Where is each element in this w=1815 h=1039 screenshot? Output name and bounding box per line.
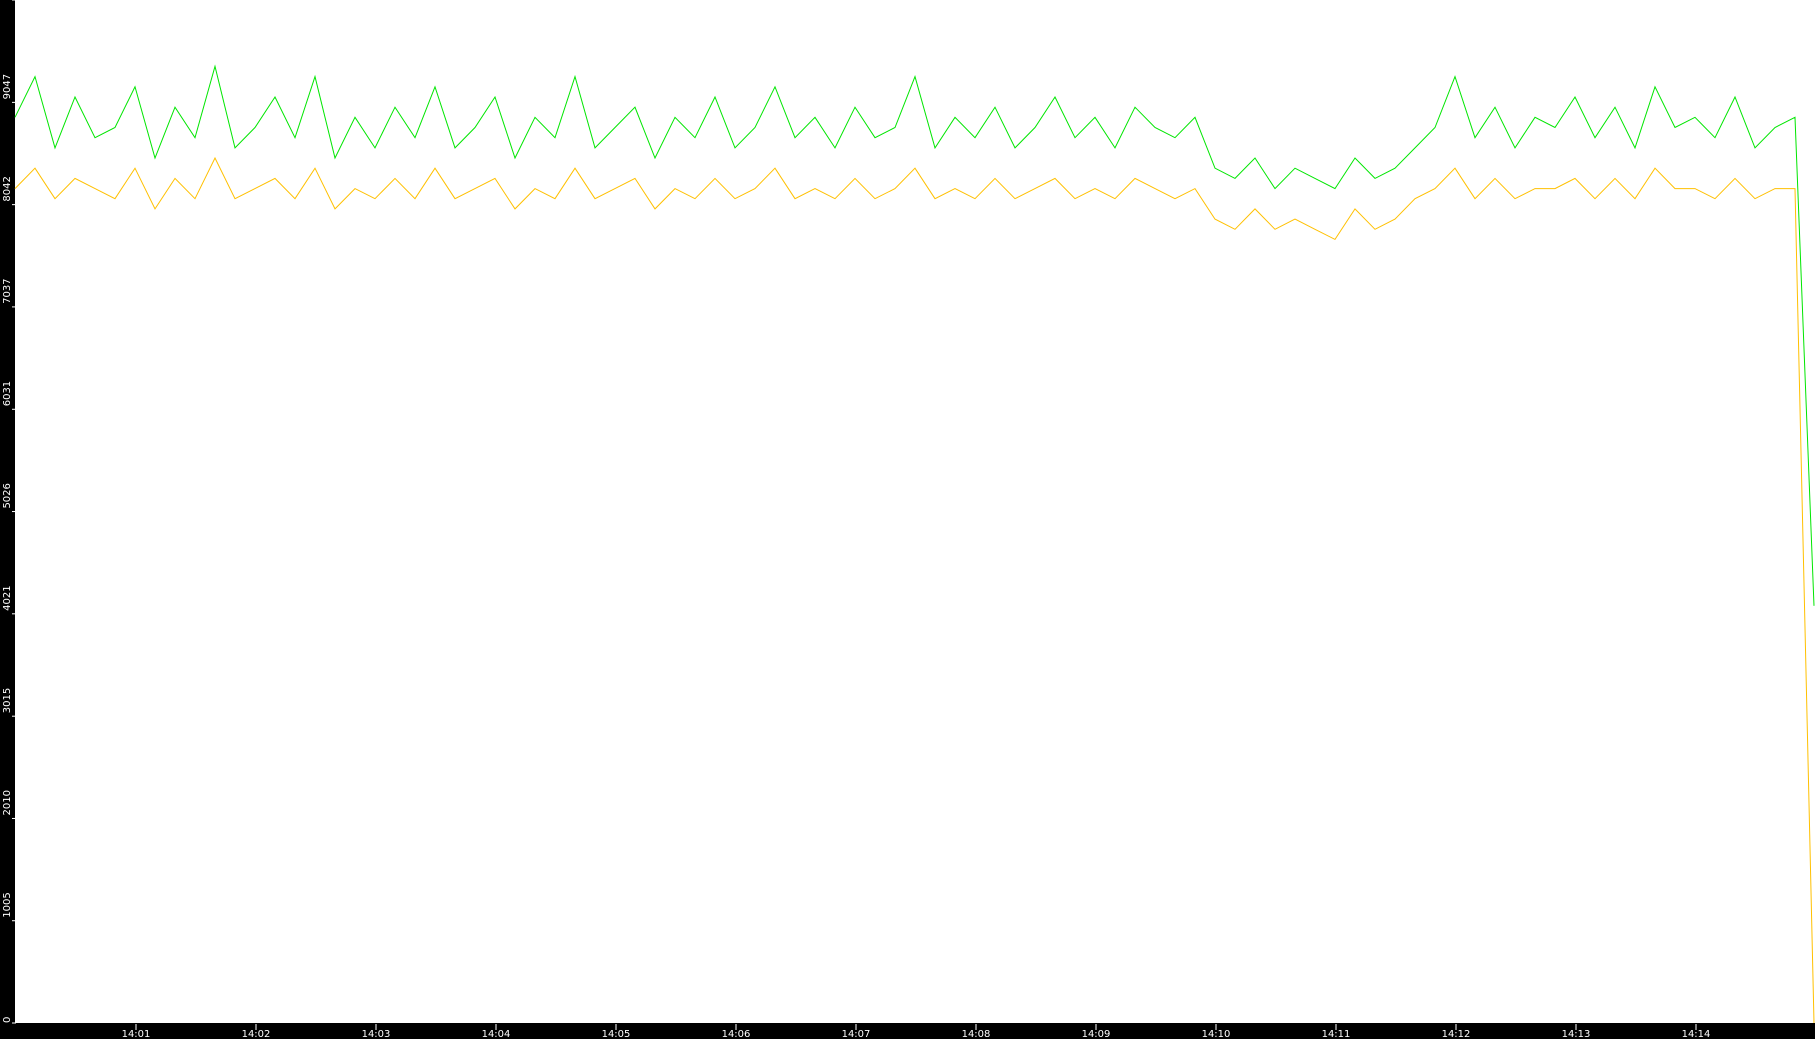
- x-tick-label: 14:06: [722, 1029, 751, 1039]
- y-tick-label: 5026: [2, 483, 13, 508]
- x-tick-label: 14:04: [482, 1029, 511, 1039]
- y-tick-label: 6031: [2, 381, 13, 406]
- y-tick-label: 9047: [2, 74, 13, 99]
- x-tick-label: 14:08: [962, 1029, 991, 1039]
- x-tick-label: 14:02: [242, 1029, 271, 1039]
- x-tick-label: 14:05: [602, 1029, 631, 1039]
- y-tick-label: 1005: [2, 892, 13, 917]
- plot-area: [15, 0, 1815, 1023]
- x-tick-label: 14:07: [842, 1029, 871, 1039]
- x-tick-label: 14:14: [1682, 1029, 1711, 1039]
- x-tick-label: 14:13: [1562, 1029, 1591, 1039]
- y-tick-label: 8042: [2, 176, 13, 201]
- series-line-1: [14, 156, 1815, 1024]
- x-tick-label: 14:12: [1442, 1029, 1471, 1039]
- y-axis: 0100520103015402150266031703780429047100…: [2, 0, 16, 1024]
- series-layer: [14, 64, 1815, 1024]
- series-line-0: [14, 64, 1815, 606]
- y-tick-label: 4021: [2, 585, 13, 610]
- y-tick-label: 2010: [2, 790, 13, 815]
- y-tick-label: 7037: [2, 278, 13, 303]
- x-tick-label: 14:03: [362, 1029, 391, 1039]
- y-tick-label: 0: [2, 1017, 13, 1023]
- x-axis: 14:01 14:02 14:03 14:04 14:05 14:06 14:07 14:08…: [122, 1024, 1711, 1039]
- x-tick-label: 14:01: [122, 1029, 151, 1039]
- x-tick-label: 14:11: [1322, 1029, 1351, 1039]
- y-tick-label: 3015: [2, 688, 13, 713]
- x-tick-label: 14:10: [1202, 1029, 1231, 1039]
- x-tick-label: 14:09: [1082, 1029, 1111, 1039]
